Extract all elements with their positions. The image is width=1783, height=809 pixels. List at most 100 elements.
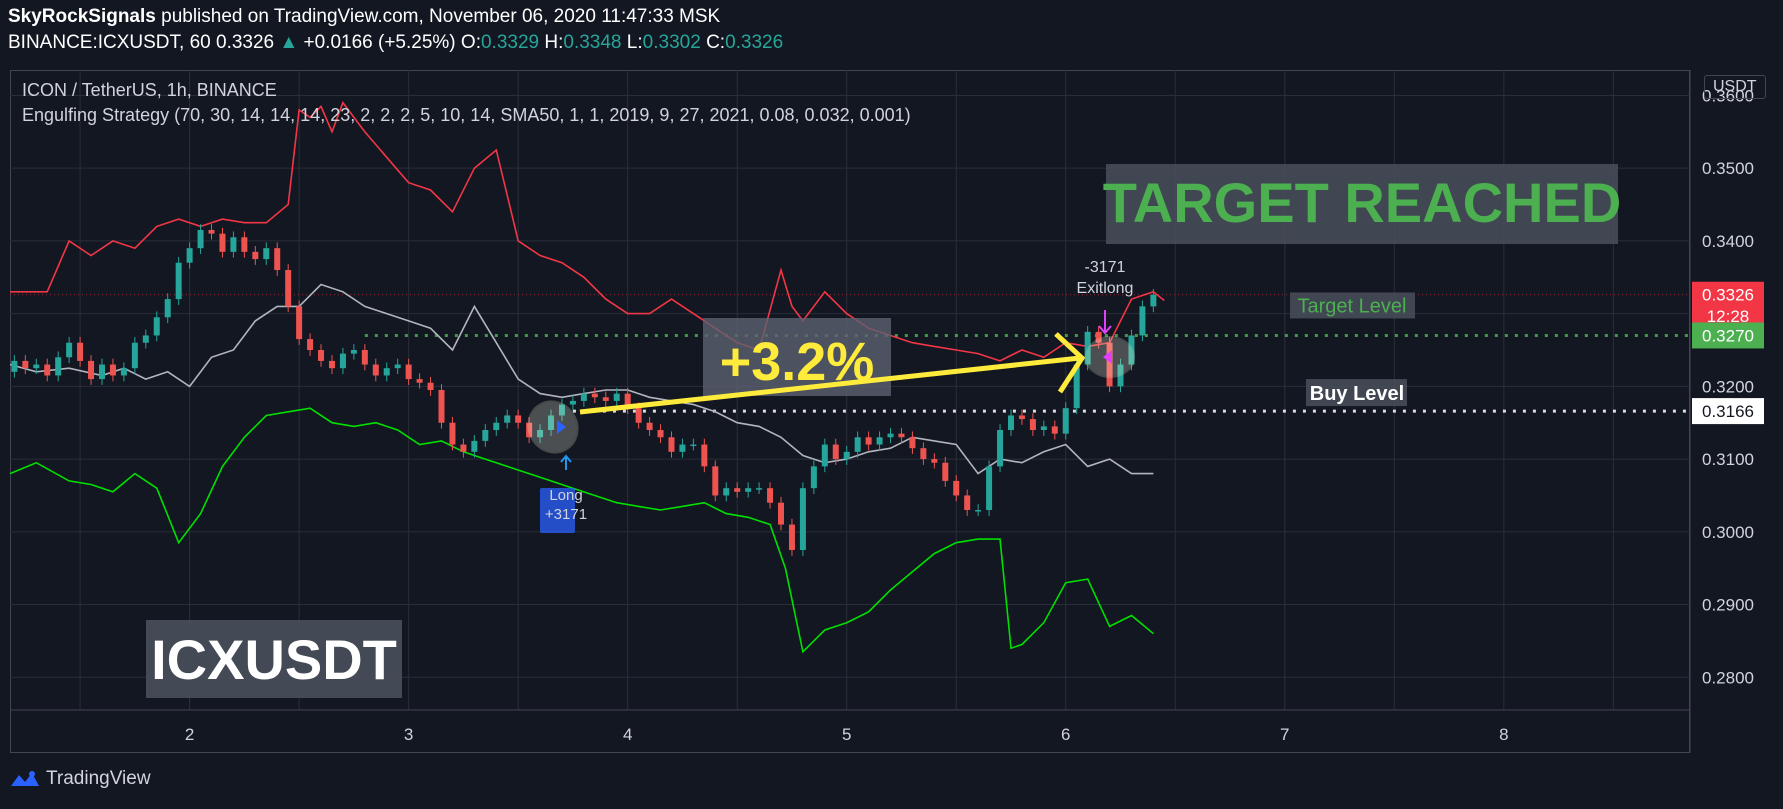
candle-body [274, 248, 281, 270]
candle-body [569, 400, 576, 405]
candle-body [679, 444, 686, 452]
publish-line: SkyRockSignals published on TradingView.… [8, 4, 783, 30]
candle-body [580, 393, 587, 401]
candle-body [394, 364, 401, 369]
candle-body [175, 262, 182, 300]
candlesticks [11, 224, 1157, 556]
candle-body [657, 430, 664, 438]
candle-body [909, 437, 916, 449]
candle-body [843, 451, 850, 460]
indicator-series-line [10, 101, 1165, 362]
candle-body [405, 364, 412, 380]
candle-body [460, 444, 467, 452]
y-tick-label: 0.2800 [1702, 668, 1754, 687]
candle-body [1051, 426, 1058, 434]
buy-level-label-box [1306, 379, 1407, 407]
price-label-text: 0.3166 [1702, 402, 1754, 421]
candle-body [591, 393, 598, 398]
x-tick-label: 5 [842, 725, 851, 744]
candle-body [613, 393, 620, 401]
candle-body [646, 422, 653, 430]
brand-name: TradingView [46, 768, 151, 789]
candle-body [1073, 364, 1080, 409]
candle-body [832, 444, 839, 460]
candle-body [493, 422, 500, 430]
candle-body [526, 422, 533, 438]
price-label-box [1692, 322, 1764, 349]
candle-body [77, 342, 84, 361]
exit-qty: -3171 [1085, 259, 1126, 276]
exit-marker-icon [1103, 350, 1112, 364]
candle-body [197, 230, 204, 249]
candle-body [1040, 426, 1047, 430]
price-label-box [1692, 398, 1764, 425]
target-reached-label: TARGET REACHED [1103, 171, 1622, 234]
candle-body [372, 364, 379, 376]
x-tick-label: 2 [185, 725, 194, 744]
candle-body [997, 430, 1004, 467]
candle-body [383, 368, 390, 376]
entry-marker-icon [557, 420, 566, 434]
legend-symbol-title[interactable]: ICON / TetherUS, 1h, BINANCE [22, 80, 277, 100]
gain-arrow-line [579, 355, 1081, 415]
candle-body [153, 317, 160, 336]
entry-highlight [527, 400, 579, 454]
candle-body [602, 397, 609, 401]
candle-body [515, 415, 522, 423]
author-name[interactable]: SkyRockSignals [8, 6, 156, 27]
entry-label: Long [549, 487, 582, 504]
entry-label-box [540, 488, 575, 533]
price-change: +0.0166 (+5.25%) [303, 32, 456, 53]
chart-legend: ICON / TetherUS, 1h, BINANCE Engulfing S… [22, 78, 911, 128]
symbol-box [146, 620, 402, 698]
candle-body [701, 444, 708, 467]
candle-body [109, 364, 116, 376]
candle-body [635, 408, 642, 423]
candle-body [734, 488, 741, 492]
price-label-text: 12:28 [1707, 307, 1750, 326]
candle-body [66, 342, 73, 358]
up-arrow-icon: ▲ [279, 32, 299, 53]
y-tick-label: 0.2900 [1702, 596, 1754, 615]
price-label-text: 0.3326 [1702, 286, 1754, 305]
candle-body [164, 299, 171, 318]
legend-strategy[interactable]: Engulfing Strategy (70, 30, 14, 14, 14, … [22, 105, 911, 125]
price-label-text: 0.3270 [1702, 326, 1754, 345]
currency-badge[interactable]: USDT [1704, 75, 1766, 99]
candle-body [131, 342, 138, 369]
published-text: published on TradingView.com, November 0… [161, 6, 721, 27]
candle-body [788, 524, 795, 550]
close-value: 0.3326 [725, 32, 784, 53]
symbol-line: BINANCE:ICXUSDT, 60 0.3326 ▲ +0.0166 (+5… [8, 30, 783, 56]
tradingview-logo-icon [11, 771, 39, 786]
candle-body [712, 466, 719, 496]
candle-body [898, 433, 905, 438]
indicator-lines [9, 101, 1165, 654]
candle-body [416, 379, 423, 383]
candle-body [854, 437, 861, 452]
candle-body [186, 248, 193, 263]
indicator-series-line [9, 283, 1154, 475]
tradingview-brand[interactable]: TradingView [10, 768, 151, 790]
open-label: O: [460, 32, 481, 53]
candle-body [339, 353, 346, 369]
candle-body [1150, 294, 1157, 307]
symbol-name: BINANCE:ICXUSDT, 60 [8, 32, 211, 53]
high-label: H: [544, 32, 564, 53]
candle-body [11, 360, 18, 372]
candle-body [427, 382, 434, 390]
candle-body [438, 390, 445, 423]
low-label: L: [626, 32, 643, 53]
candle-body [986, 466, 993, 510]
symbol-label: ICXUSDT [151, 628, 397, 691]
candle-body [778, 502, 785, 525]
candle-body [756, 488, 763, 490]
indicator-series-line [9, 407, 1154, 654]
candle-body [230, 237, 237, 252]
candle-body [208, 230, 215, 234]
candle-body [1029, 419, 1036, 430]
candle-body [252, 251, 259, 260]
candle-body [285, 270, 292, 307]
candle-body [931, 459, 938, 463]
